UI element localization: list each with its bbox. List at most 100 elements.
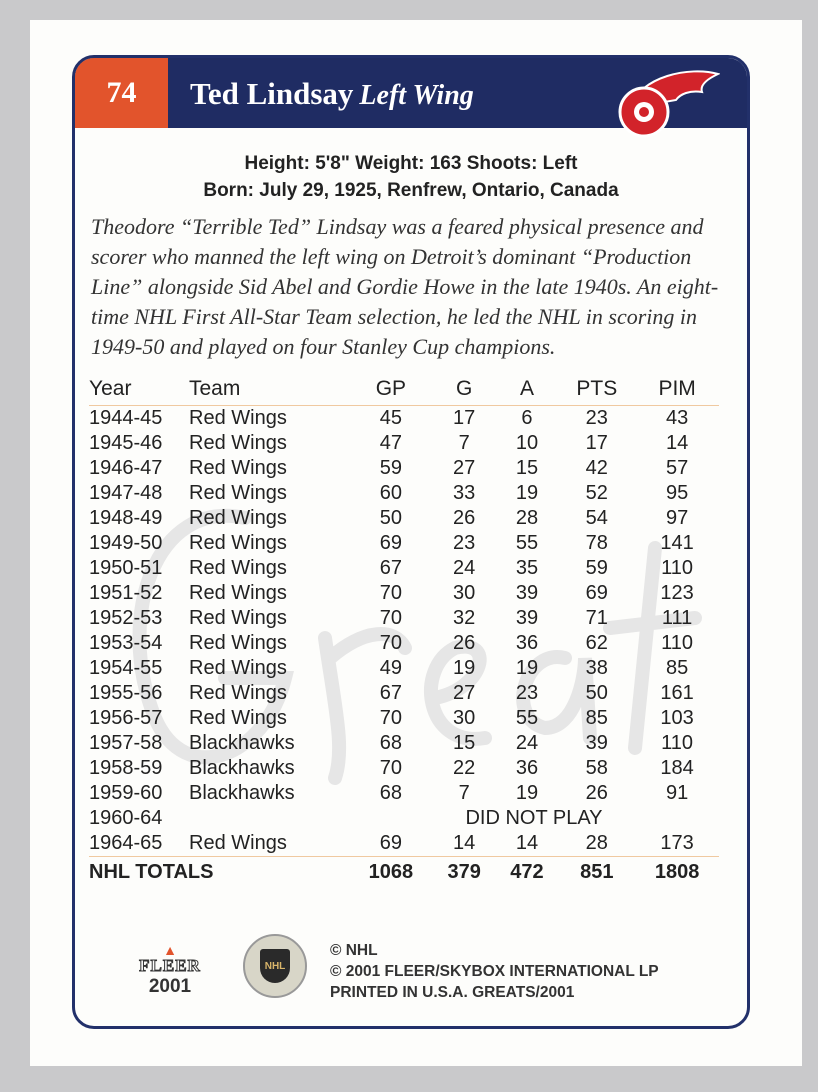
stats-row: 1964-65 Red Wings 69 14 14 28 173 (89, 831, 719, 857)
stats-cell: 1954-55 (89, 657, 163, 679)
stats-cell: 7 (458, 432, 470, 454)
stats-cell: 26 (585, 782, 608, 804)
stats-cell: 17 (585, 432, 608, 454)
stats-cell: 69 (585, 582, 608, 604)
stats-cell: 97 (665, 507, 689, 529)
stats-cell: 24 (453, 557, 476, 579)
stats-row: 1959-60 Blackhawks 68 7 19 26 91 (89, 781, 719, 806)
stats-cell: 28 (515, 507, 539, 529)
col-year: Year (89, 376, 189, 406)
stats-cell: 14 (453, 832, 476, 854)
stats-cell: 161 (660, 682, 694, 704)
stats-cell: 39 (585, 732, 608, 754)
player-biography: Theodore “Terrible Ted” Lindsay was a fe… (91, 214, 719, 359)
stats-cell: 70 (379, 632, 402, 654)
stats-cell: 1944-45 (89, 407, 163, 429)
stats-cell: 110 (661, 632, 694, 654)
stats-cell: Red Wings (189, 707, 287, 729)
stats-cell: 1958-59 (89, 757, 163, 779)
stats-cell: 60 (379, 482, 402, 504)
stats-cell: 71 (585, 607, 608, 629)
stats-row: 1957-58 Blackhawks 68 15 24 39 110 (89, 731, 719, 756)
stats-cell: Blackhawks (189, 757, 295, 779)
card-frame: 74 Ted Lindsay Left Wing Height: 5'8" Wei… (72, 55, 750, 1029)
stats-cell: 68 (379, 732, 402, 754)
stats-cell: 69 (379, 532, 402, 554)
stats-cell: 62 (585, 632, 608, 654)
stats-cell: 123 (660, 582, 694, 604)
stats-cell: 45 (379, 407, 402, 429)
stats-cell: 184 (660, 757, 694, 779)
col-g: G (432, 376, 496, 406)
stats-cell: 19 (515, 782, 539, 804)
stats-row: 1948-49 Red Wings 50 26 28 54 97 (89, 506, 719, 531)
col-pim: PIM (635, 376, 719, 406)
stats-cell: 67 (379, 557, 402, 579)
stats-cell: 55 (515, 707, 539, 729)
copyright-nhl: © NHL (330, 942, 378, 959)
stats-cell: 30 (453, 707, 476, 729)
stats-cell: 27 (453, 457, 476, 479)
stats-cell: 1959-60 (89, 782, 163, 804)
stats-cell: 472 (495, 856, 559, 887)
stats-cell: 23 (515, 682, 539, 704)
stats-cell: 35 (515, 557, 539, 579)
stats-cell: 70 (379, 707, 402, 729)
career-stats-table: Year Team GP G A PTS PIM 1944-45 Red Wing… (89, 376, 719, 887)
nhl-shield: NHL (260, 949, 290, 983)
stats-cell: 103 (660, 707, 694, 729)
card-number: 74 (75, 58, 168, 128)
col-pts: PTS (558, 376, 636, 406)
stats-cell: 95 (665, 482, 689, 504)
stats-cell: 19 (515, 657, 539, 679)
stats-cell: Red Wings (189, 507, 287, 529)
stats-cell: 67 (379, 682, 402, 704)
stats-cell: Red Wings (189, 457, 287, 479)
stats-row: 1955-56 Red Wings 67 27 23 50 161 (89, 681, 719, 706)
stats-cell: 10 (515, 432, 539, 454)
stats-row: 1944-45 Red Wings 45 17 6 23 43 (89, 406, 719, 432)
red-wings-logo-icon (618, 70, 720, 138)
card-footer: ▲ FLEER 2001 NHL © NHL © 2001 FLEER/SKYB… (75, 916, 747, 1026)
stats-cell: 47 (379, 432, 402, 454)
stats-cell: 1960-64 (89, 807, 163, 829)
stats-cell: Red Wings (189, 632, 287, 654)
stats-cell: 27 (453, 682, 476, 704)
stats-cell: 57 (665, 457, 689, 479)
stats-cell: 15 (453, 732, 476, 754)
stats-cell: 42 (585, 457, 608, 479)
trading-card-back: 74 Ted Lindsay Left Wing Height: 5'8" Wei… (30, 20, 802, 1066)
stats-cell: 58 (585, 757, 608, 779)
stats-row: 1945-46 Red Wings 47 7 10 17 14 (89, 431, 719, 456)
stats-cell: 1953-54 (89, 632, 163, 654)
fleer-logo: ▲ FLEER 2001 (125, 943, 215, 998)
stats-cell: 22 (453, 757, 476, 779)
stats-cell: 1945-46 (89, 432, 163, 454)
stats-cell: Red Wings (189, 557, 287, 579)
stats-cell: 85 (665, 657, 689, 679)
fleer-year: 2001 (148, 976, 192, 997)
stats-row: 1950-51 Red Wings 67 24 35 59 110 (89, 556, 719, 581)
stats-cell: 36 (515, 632, 539, 654)
col-gp: GP (349, 376, 433, 406)
player-position: Left Wing (359, 80, 474, 111)
stats-cell: 70 (379, 607, 402, 629)
stats-cell: 55 (515, 532, 539, 554)
stats-cell: 1952-53 (89, 607, 163, 629)
stats-cell: 1948-49 (89, 507, 163, 529)
stats-row: 1956-57 Red Wings 70 30 55 85 103 (89, 706, 719, 731)
stats-cell: 1957-58 (89, 732, 163, 754)
stats-cell: 24 (515, 732, 539, 754)
player-birth-info: Born: July 29, 1925, Renfrew, Ontario, C… (203, 180, 619, 201)
stats-cell: 6 (521, 407, 533, 429)
stats-cell: Red Wings (189, 532, 287, 554)
stats-row: 1952-53 Red Wings 70 32 39 71 111 (89, 606, 719, 631)
stats-cell: 26 (453, 507, 476, 529)
stats-cell: 54 (585, 507, 608, 529)
stats-cell: 68 (379, 782, 402, 804)
stats-row: 1951-52 Red Wings 70 30 39 69 123 (89, 581, 719, 606)
copyright-fleer: © 2001 FLEER/SKYBOX INTERNATIONAL LP (330, 963, 659, 980)
stats-cell: 69 (379, 832, 402, 854)
stats-cell: 23 (585, 407, 608, 429)
stats-cell: 110 (661, 557, 694, 579)
